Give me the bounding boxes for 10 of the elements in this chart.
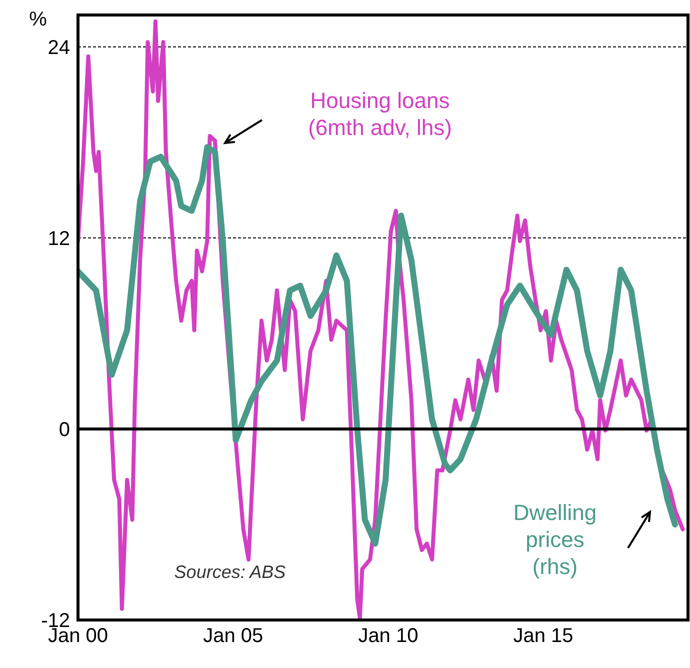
x-tick-label: Jan 10 — [358, 625, 418, 648]
y-tick-label: 12 — [48, 228, 70, 250]
y-tick-label: 24 — [48, 36, 70, 59]
x-tick-label: Jan 15 — [513, 625, 574, 648]
x-tick-label: Jan 05 — [203, 625, 264, 648]
y-axis-title: % — [29, 8, 48, 31]
y-tick-label: 0 — [58, 419, 70, 442]
text: Dwelling prices (rhs) — [513, 500, 597, 579]
text: Housing loans (6mth adv, lhs) — [308, 88, 452, 140]
annotation: Sources: ABS — [174, 562, 286, 582]
